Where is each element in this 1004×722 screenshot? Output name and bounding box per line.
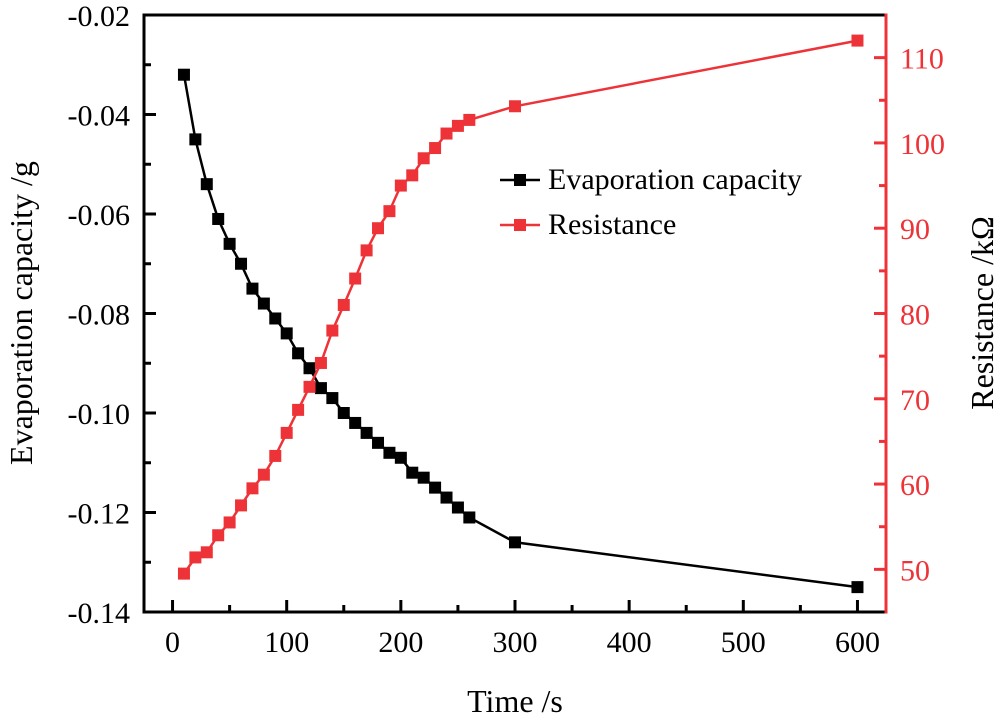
data-point-resistance bbox=[177, 567, 190, 580]
y-left-axis-title: Evaporation capacity /g bbox=[3, 161, 39, 465]
legend-marker-resistance bbox=[514, 219, 526, 231]
data-point-resistance bbox=[463, 113, 476, 126]
data-point-resistance bbox=[326, 324, 339, 337]
x-tick-label: 300 bbox=[493, 626, 538, 659]
data-point-resistance bbox=[383, 205, 396, 218]
data-point-resistance bbox=[851, 34, 864, 47]
legend-item-evaporation-capacity: Evaporation capacity bbox=[500, 163, 802, 196]
x-axis: 0 100 200 300 400 500 600 bbox=[165, 600, 880, 659]
data-point-resistance bbox=[372, 222, 385, 235]
x-tick-label: 500 bbox=[721, 626, 766, 659]
data-point-evaporation-capacity bbox=[177, 68, 190, 81]
y-left-tick-label: -0.04 bbox=[68, 100, 131, 133]
x-tick-label: 100 bbox=[264, 626, 309, 659]
data-point-evaporation-capacity bbox=[269, 312, 282, 325]
x-tick-label: 0 bbox=[165, 626, 180, 659]
y-right-tick-label: 70 bbox=[900, 384, 930, 417]
data-point-resistance bbox=[189, 551, 202, 564]
y-left-tick-label: -0.12 bbox=[68, 498, 131, 531]
data-point-evaporation-capacity bbox=[326, 392, 339, 405]
data-point-evaporation-capacity bbox=[246, 282, 259, 295]
data-point-resistance bbox=[406, 169, 419, 182]
data-point-resistance bbox=[429, 142, 442, 155]
data-point-resistance bbox=[337, 298, 350, 311]
y-left-tick-label: -0.14 bbox=[68, 597, 131, 630]
data-point-evaporation-capacity bbox=[509, 536, 521, 549]
data-point-resistance bbox=[246, 482, 259, 495]
x-tick-label: 600 bbox=[835, 626, 880, 659]
data-point-evaporation-capacity bbox=[257, 297, 270, 310]
data-point-evaporation-capacity bbox=[417, 471, 430, 484]
data-point-evaporation-capacity bbox=[303, 362, 316, 375]
y-right-tick-label: 60 bbox=[900, 469, 930, 502]
data-point-evaporation-capacity bbox=[851, 581, 864, 594]
data-point-resistance bbox=[303, 380, 316, 393]
data-point-resistance bbox=[349, 272, 362, 285]
data-point-evaporation-capacity bbox=[383, 446, 396, 459]
y-left-tick-label: -0.06 bbox=[68, 199, 131, 232]
y-right-axis: 50 60 70 80 90 100 110 bbox=[874, 43, 945, 587]
data-point-resistance bbox=[235, 499, 248, 512]
y-right-tick-label: 100 bbox=[900, 128, 945, 161]
y-right-tick-label: 90 bbox=[900, 213, 930, 246]
x-axis-title: Time /s bbox=[467, 683, 563, 719]
data-point-evaporation-capacity bbox=[223, 237, 236, 250]
legend: Evaporation capacity Resistance bbox=[500, 163, 802, 241]
data-point-evaporation-capacity bbox=[235, 257, 248, 270]
data-point-resistance bbox=[509, 100, 521, 113]
data-point-evaporation-capacity bbox=[212, 212, 225, 225]
legend-label-resistance: Resistance bbox=[548, 208, 676, 241]
data-point-evaporation-capacity bbox=[200, 178, 213, 191]
y-right-tick-label: 50 bbox=[900, 554, 930, 587]
legend-marker-evaporation-capacity bbox=[514, 174, 526, 186]
data-point-evaporation-capacity bbox=[189, 133, 202, 146]
data-point-evaporation-capacity bbox=[463, 511, 476, 524]
data-point-resistance bbox=[394, 179, 407, 192]
y-right-tick-label: 110 bbox=[900, 43, 944, 76]
data-point-evaporation-capacity bbox=[451, 501, 464, 514]
data-point-evaporation-capacity bbox=[337, 407, 350, 419]
data-point-evaporation-capacity bbox=[440, 491, 453, 504]
y-left-tick-label: -0.08 bbox=[68, 299, 131, 332]
data-point-resistance bbox=[223, 516, 236, 529]
series-layer bbox=[177, 34, 864, 594]
data-point-resistance bbox=[292, 403, 305, 416]
data-point-evaporation-capacity bbox=[349, 416, 362, 429]
legend-label-evaporation-capacity: Evaporation capacity bbox=[548, 163, 802, 196]
y-left-tick-label: -0.10 bbox=[68, 398, 131, 431]
data-point-resistance bbox=[417, 152, 430, 165]
data-point-resistance bbox=[360, 244, 373, 257]
y-left-axis: -0.02 -0.04 -0.06 -0.08 -0.10 -0.12 -0.14 bbox=[68, 0, 156, 630]
data-point-evaporation-capacity bbox=[360, 426, 373, 439]
x-tick-label: 200 bbox=[378, 626, 423, 659]
data-point-evaporation-capacity bbox=[280, 327, 293, 340]
data-point-resistance bbox=[314, 356, 327, 369]
data-point-evaporation-capacity bbox=[372, 436, 385, 449]
data-point-resistance bbox=[257, 468, 270, 481]
y-right-axis-title: Resistance /kΩ bbox=[964, 216, 1000, 410]
data-point-evaporation-capacity bbox=[292, 347, 305, 360]
data-point-evaporation-capacity bbox=[314, 382, 327, 395]
x-tick-label: 400 bbox=[607, 626, 652, 659]
y-left-tick-label: -0.02 bbox=[68, 0, 131, 33]
legend-item-resistance: Resistance bbox=[500, 208, 676, 241]
data-point-evaporation-capacity bbox=[406, 466, 419, 479]
series-line-resistance bbox=[182, 39, 858, 575]
data-point-resistance bbox=[212, 529, 225, 542]
data-point-resistance bbox=[440, 127, 453, 140]
data-point-resistance bbox=[280, 426, 293, 439]
data-point-evaporation-capacity bbox=[394, 451, 407, 464]
data-point-resistance bbox=[451, 119, 464, 132]
data-point-resistance bbox=[200, 546, 213, 559]
y-right-tick-label: 80 bbox=[900, 299, 930, 332]
data-point-evaporation-capacity bbox=[429, 481, 442, 494]
data-point-resistance bbox=[269, 449, 282, 462]
